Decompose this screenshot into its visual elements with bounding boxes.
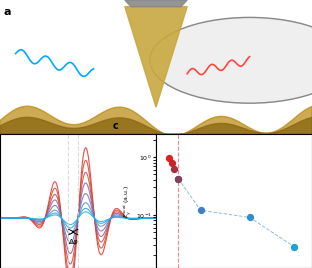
Circle shape [150, 17, 312, 103]
Text: c: c [112, 121, 118, 131]
Point [176, 177, 181, 181]
Point [198, 208, 203, 212]
Point [292, 245, 297, 249]
Polygon shape [125, 7, 187, 107]
Point [169, 161, 174, 165]
Text: $\Delta\varphi$: $\Delta\varphi$ [68, 237, 79, 247]
Y-axis label: $E_γ^{scat}$ (a.u.): $E_γ^{scat}$ (a.u.) [123, 184, 134, 218]
Text: a: a [3, 7, 11, 17]
Point [171, 166, 176, 171]
Polygon shape [125, 0, 187, 7]
Point [167, 156, 172, 161]
Point [176, 177, 181, 181]
Point [247, 215, 252, 219]
